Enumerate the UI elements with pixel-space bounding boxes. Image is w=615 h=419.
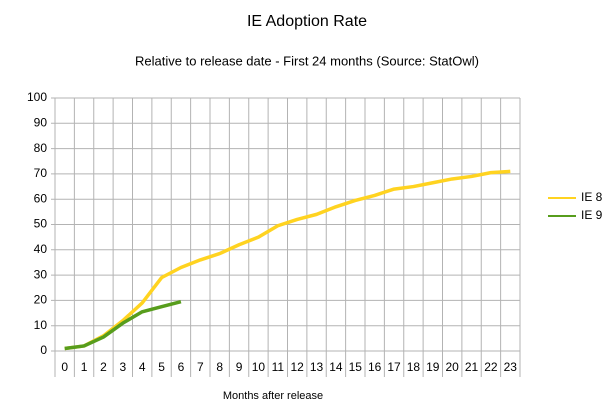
x-tick-label: 4 [139, 360, 146, 374]
x-tick-label: 19 [426, 360, 440, 374]
x-tick-label: 5 [158, 360, 165, 374]
x-tick-label: 6 [178, 360, 185, 374]
x-tick-label: 17 [387, 360, 401, 374]
x-tick-label: 8 [216, 360, 223, 374]
x-tick-label: 7 [197, 360, 204, 374]
x-axis-label: Months after release [223, 390, 323, 402]
x-tick-label: 13 [310, 360, 324, 374]
y-tick-label: 0 [40, 343, 47, 357]
x-tick-label: 9 [236, 360, 243, 374]
x-tick-label: 1 [81, 360, 88, 374]
series-line [64, 169, 511, 351]
x-tick-label: 11 [272, 360, 285, 374]
series-line [64, 299, 182, 351]
y-tick-label: 80 [34, 141, 48, 155]
x-tick-label: 18 [407, 360, 421, 374]
x-tick-label: 23 [504, 360, 518, 374]
x-tick-label: 2 [100, 360, 107, 374]
y-tick-label: 40 [34, 242, 48, 256]
x-tick-label: 21 [465, 360, 479, 374]
x-tick-label: 14 [329, 360, 343, 374]
x-tick-label: 16 [368, 360, 382, 374]
y-tick-label: 20 [34, 293, 48, 307]
x-tick-label: 0 [61, 360, 68, 374]
y-tick-label: 30 [34, 267, 48, 281]
x-tick-label: 12 [291, 360, 305, 374]
chart-title: IE Adoption Rate [247, 13, 367, 30]
y-tick-label: 100 [27, 90, 47, 104]
y-tick-label: 60 [34, 191, 48, 205]
y-tick-label: 50 [34, 217, 48, 231]
legend-label: IE 8 [581, 190, 603, 204]
y-tick-label: 90 [34, 115, 48, 129]
y-tick-label: 10 [34, 318, 48, 332]
x-tick-label: 10 [252, 360, 266, 374]
y-tick-label: 70 [34, 166, 48, 180]
x-tick-label: 15 [349, 360, 363, 374]
chart-subtitle: Relative to release date - First 24 mont… [135, 53, 479, 68]
legend-label: IE 9 [581, 208, 603, 222]
x-tick-label: 3 [119, 360, 126, 374]
x-tick-label: 20 [446, 360, 460, 374]
x-tick-label: 22 [484, 360, 498, 374]
